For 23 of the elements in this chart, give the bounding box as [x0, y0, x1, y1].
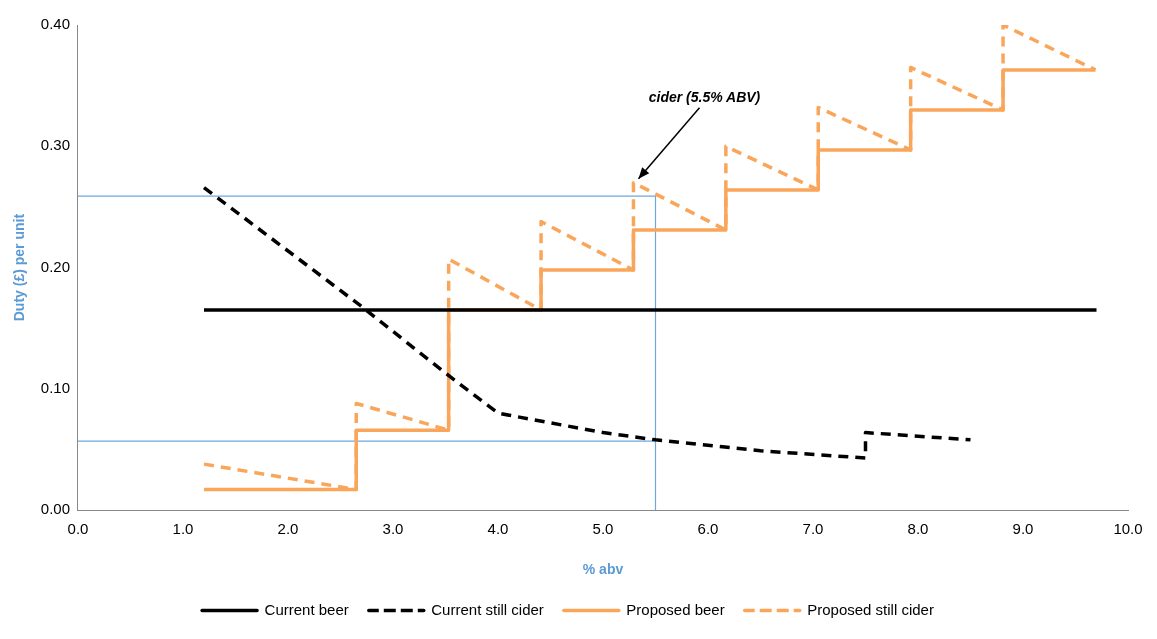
legend-label: Proposed still cider [807, 600, 934, 618]
x-tick-label: 5.0 [592, 520, 614, 538]
y-axis-title: Duty (£) per unit [11, 213, 28, 322]
legend-label: Proposed beer [626, 600, 725, 618]
y-tick-label: 0.00 [40, 500, 70, 518]
y-tick-label: 0.40 [40, 15, 70, 33]
y-tick-label: 0.20 [40, 257, 70, 275]
x-tick-label: 3.0 [382, 520, 404, 538]
x-tick-label: 6.0 [697, 520, 719, 538]
x-tick-label: 10.0 [1113, 520, 1143, 538]
x-tick-label: 9.0 [1012, 520, 1034, 538]
y-tick-label: 0.30 [40, 136, 70, 154]
legend-label: Current beer [264, 600, 349, 618]
annotation: cider (5.5% ABV) [648, 88, 761, 105]
x-axis-title: % abv [582, 561, 624, 578]
x-tick-label: 7.0 [802, 520, 824, 538]
y-tick-label: 0.10 [40, 379, 70, 397]
x-tick-label: 0.0 [67, 520, 89, 538]
legend-label: Current still cider [431, 600, 544, 618]
x-tick-label: 1.0 [172, 520, 194, 538]
x-tick-label: 2.0 [277, 520, 299, 538]
x-tick-label: 4.0 [487, 520, 509, 538]
x-tick-label: 8.0 [907, 520, 929, 538]
